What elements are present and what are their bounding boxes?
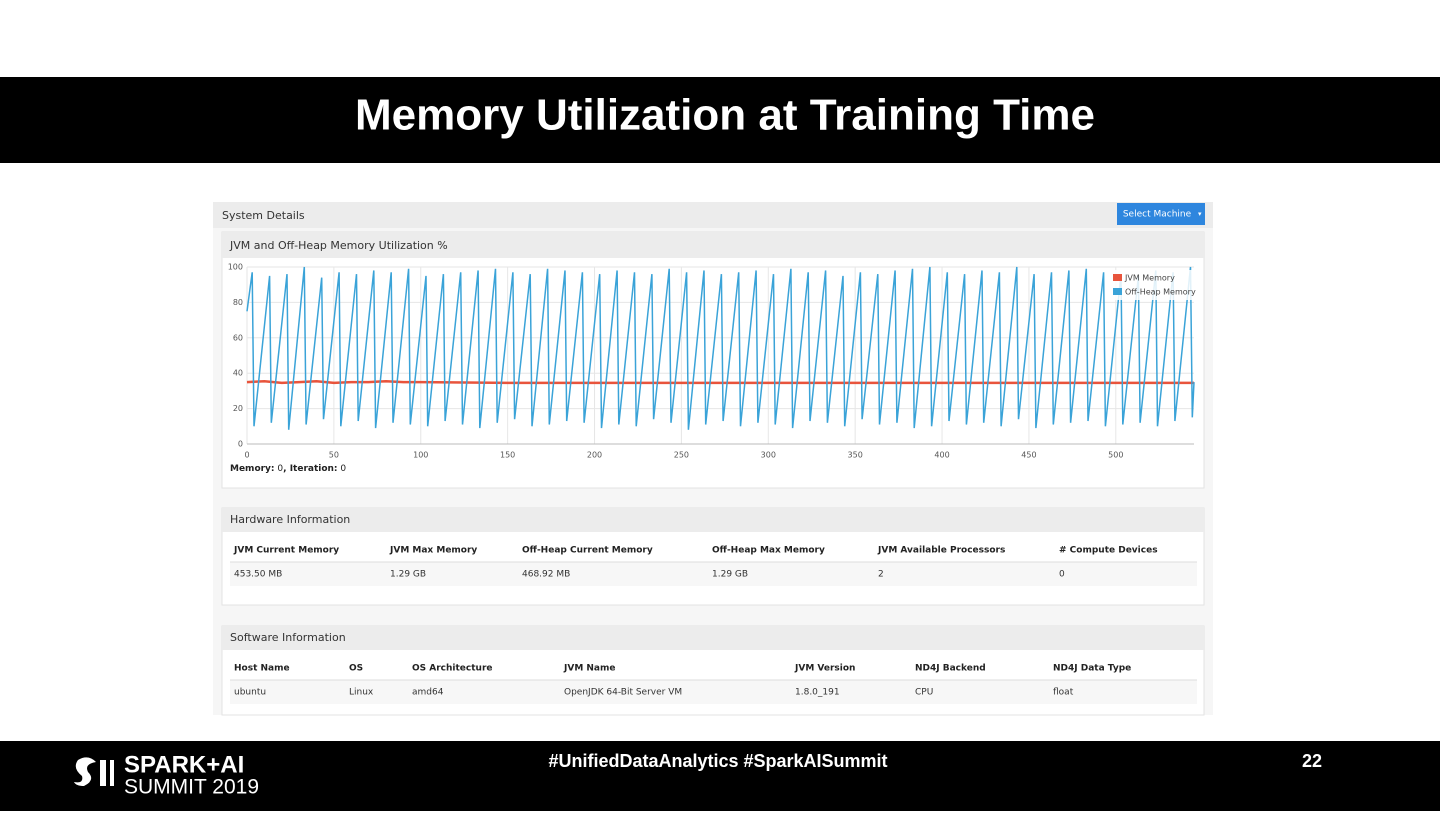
slide-title: Memory Utilization at Training Time bbox=[355, 91, 1095, 140]
table-cell: ubuntu bbox=[234, 688, 266, 698]
table-header: OS bbox=[349, 664, 363, 674]
y-tick-label: 80 bbox=[233, 298, 243, 307]
table-cell: 2 bbox=[878, 570, 884, 580]
table-cell: CPU bbox=[915, 688, 933, 698]
table-cell: Linux bbox=[349, 688, 374, 698]
table-header: JVM Version bbox=[794, 664, 855, 674]
table-header: Off-Heap Current Memory bbox=[522, 546, 653, 556]
table-cell: 453.50 MB bbox=[234, 570, 282, 580]
table-header: Host Name bbox=[234, 664, 290, 674]
series-line bbox=[246, 266, 1195, 430]
y-tick-label: 0 bbox=[238, 440, 243, 449]
x-tick-label: 450 bbox=[1021, 451, 1036, 460]
logo-line1: SPARK+AI bbox=[124, 751, 244, 778]
x-tick-label: 50 bbox=[329, 451, 339, 460]
x-tick-label: 500 bbox=[1108, 451, 1123, 460]
title-band bbox=[0, 77, 1440, 163]
button-label[interactable]: Select Machine bbox=[1123, 210, 1192, 220]
table-header: JVM Name bbox=[563, 664, 616, 674]
select-machine-button[interactable] bbox=[1117, 203, 1205, 225]
table-cell: 468.92 MB bbox=[522, 570, 570, 580]
table-cell: amd64 bbox=[412, 688, 444, 698]
iteration-label: , Iteration: bbox=[283, 464, 337, 474]
footer bbox=[0, 741, 1440, 811]
table-header: JVM Max Memory bbox=[389, 546, 477, 556]
chart-header bbox=[222, 232, 1204, 258]
legend-swatch bbox=[1113, 274, 1122, 281]
y-tick-label: 100 bbox=[228, 263, 243, 272]
table-cell: 1.8.0_191 bbox=[795, 688, 840, 698]
software-title: Software Information bbox=[230, 631, 346, 644]
logo-line2: SUMMIT 2019 bbox=[124, 776, 259, 799]
x-tick-label: 400 bbox=[934, 451, 949, 460]
table-header: OS Architecture bbox=[412, 664, 493, 674]
table-header: JVM Current Memory bbox=[233, 546, 339, 556]
legend-swatch bbox=[1113, 288, 1122, 295]
chart-title: JVM and Off-Heap Memory Utilization % bbox=[229, 239, 448, 252]
table-cell: 0 bbox=[1059, 570, 1065, 580]
panel-header bbox=[213, 202, 1213, 228]
table-header: JVM Available Processors bbox=[877, 546, 1005, 556]
page-number: 22 bbox=[1302, 751, 1322, 771]
x-tick-label: 300 bbox=[761, 451, 776, 460]
table-header: ND4J Data Type bbox=[1053, 664, 1131, 674]
legend-label: JVM Memory bbox=[1124, 274, 1175, 283]
hashtags: #UnifiedDataAnalytics #SparkAISummit bbox=[548, 751, 887, 771]
x-tick-label: 0 bbox=[244, 451, 249, 460]
hardware-title: Hardware Information bbox=[230, 513, 350, 526]
table-cell: 1.29 GB bbox=[390, 570, 426, 580]
table-cell: 1.29 GB bbox=[712, 570, 748, 580]
memory-value: 0 bbox=[277, 464, 283, 474]
y-tick-label: 20 bbox=[233, 404, 243, 413]
hardware-row-bg bbox=[230, 562, 1197, 586]
y-tick-label: 40 bbox=[233, 369, 243, 378]
hardware-header bbox=[222, 508, 1204, 532]
logo: SPARK+AI SUMMIT 2019 bbox=[74, 751, 259, 799]
memory-label: Memory: bbox=[230, 464, 275, 474]
iteration-value: 0 bbox=[340, 464, 346, 474]
series-line bbox=[246, 379, 1194, 385]
software-row-bg bbox=[230, 680, 1197, 704]
x-tick-label: 200 bbox=[587, 451, 602, 460]
panel-title: System Details bbox=[222, 209, 305, 222]
status: Memory: 0, Iteration: 0 bbox=[230, 464, 346, 474]
legend-bg bbox=[1108, 270, 1194, 300]
logo-mark bbox=[74, 757, 114, 786]
caret: ▾ bbox=[1198, 210, 1202, 218]
software-header bbox=[222, 626, 1204, 650]
x-tick-label: 150 bbox=[500, 451, 515, 460]
x-tick-label: 100 bbox=[413, 451, 428, 460]
table-header: # Compute Devices bbox=[1059, 546, 1158, 556]
table-header: ND4J Backend bbox=[915, 664, 986, 674]
legend-label: Off-Heap Memory bbox=[1125, 288, 1196, 297]
x-tick-label: 250 bbox=[674, 451, 689, 460]
x-tick-label: 350 bbox=[848, 451, 863, 460]
table-cell: OpenJDK 64-Bit Server VM bbox=[564, 688, 682, 698]
table-cell: float bbox=[1053, 688, 1074, 698]
table-header: Off-Heap Max Memory bbox=[712, 546, 825, 556]
y-tick-label: 60 bbox=[233, 333, 243, 342]
